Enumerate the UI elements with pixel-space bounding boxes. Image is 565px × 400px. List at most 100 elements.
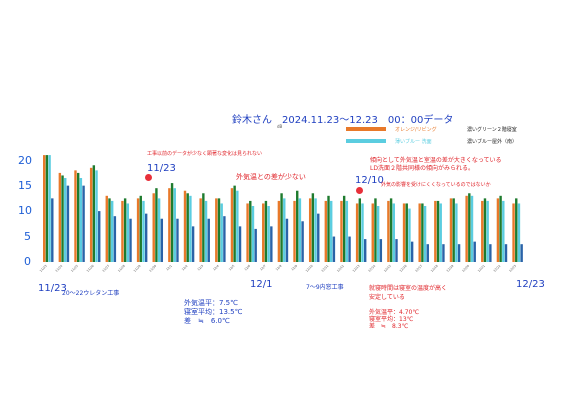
- bar: [298, 198, 302, 262]
- bar: [405, 203, 408, 262]
- x-tick-label: 12/4: [212, 264, 220, 272]
- bar: [199, 198, 202, 262]
- x-tick-label: 12/8: [275, 264, 283, 272]
- bar: [436, 200, 440, 262]
- bar: [468, 193, 471, 262]
- bar: [139, 195, 142, 262]
- bar: [283, 198, 286, 262]
- stats-after-2: 寝室平均：13℃: [369, 316, 414, 323]
- after-note-2: 安定している: [369, 294, 405, 301]
- bar: [61, 175, 64, 262]
- bar: [389, 198, 393, 262]
- bar: [98, 211, 101, 262]
- bar: [395, 239, 398, 262]
- bar: [215, 198, 218, 262]
- bar: [142, 200, 145, 262]
- x-tick-label: 12/10: [305, 264, 314, 273]
- bar: [270, 226, 273, 262]
- bar: [418, 203, 421, 262]
- bar: [191, 226, 195, 262]
- bar: [249, 200, 252, 262]
- bar: [502, 200, 505, 262]
- legend-label-washroom: 薄いブルー 洗面: [395, 139, 432, 145]
- bar: [277, 200, 281, 262]
- bar: [465, 195, 468, 262]
- bar: [379, 239, 383, 262]
- bar: [89, 167, 93, 262]
- legend-label-outdoor: 濃いブルー屋外（南）: [467, 139, 518, 145]
- bar: [317, 213, 320, 262]
- chart-subtitle: dB: [277, 124, 283, 129]
- bar: [280, 193, 283, 262]
- legend-swatch-living: [346, 127, 386, 131]
- bar: [358, 198, 362, 262]
- y-tick-label: 5: [24, 230, 31, 243]
- stats-after-1: 外気温平：4.70℃: [369, 309, 420, 316]
- x-tick-label: 12/13: [352, 264, 361, 273]
- bar: [330, 200, 333, 262]
- bar: [43, 155, 46, 262]
- bar: [238, 226, 242, 262]
- bar: [251, 206, 255, 262]
- bar: [58, 172, 62, 262]
- bar: [517, 203, 521, 262]
- bar: [293, 200, 296, 262]
- x-tick-label: 12/15: [383, 264, 392, 273]
- bar: [434, 200, 437, 262]
- x-tick-label: 12/1: [165, 264, 173, 272]
- x-tick-label: 12/11: [320, 264, 329, 273]
- bar: [220, 203, 223, 262]
- bar: [123, 198, 127, 262]
- bar: [66, 185, 70, 262]
- bar: [152, 193, 155, 262]
- bar: [95, 170, 98, 262]
- note-right-line1: 傾向として外気温と室温の差が大きくなっている: [370, 157, 502, 164]
- bar: [155, 188, 158, 262]
- bar: [483, 198, 487, 262]
- bar: [262, 203, 265, 262]
- legend-label-living: オレンジ/リビング: [395, 127, 437, 133]
- x-tick-label: 12/12: [336, 264, 345, 273]
- bar: [233, 185, 236, 262]
- bar: [92, 165, 96, 262]
- x-tick-label: 12/20: [461, 264, 470, 273]
- bar: [223, 216, 226, 262]
- bar: [64, 178, 67, 262]
- x-tick-label: 11/27: [101, 264, 110, 273]
- x-tick-label: 12/9: [290, 264, 298, 272]
- work-label-window: 7〜9内窓工事: [306, 284, 344, 291]
- note-right-line2: LD洗面２階共同様の傾向がみられる。: [370, 165, 474, 172]
- bar: [129, 218, 132, 262]
- legend-swatch-washroom: [346, 139, 386, 143]
- x-tick-label: 11/28: [117, 264, 126, 273]
- date-label-1123: 11/23: [147, 163, 176, 174]
- bar: [473, 241, 476, 262]
- bar: [327, 195, 330, 262]
- bar: [108, 198, 111, 262]
- bar: [254, 228, 257, 262]
- y-tick-label: 10: [18, 204, 32, 217]
- bar: [285, 218, 289, 262]
- bar: [387, 200, 390, 262]
- bar: [392, 203, 395, 262]
- bar: [361, 203, 364, 262]
- x-tick-label: 11/23: [39, 264, 48, 273]
- bar: [408, 208, 411, 262]
- bar: [457, 244, 461, 262]
- bar: [76, 172, 80, 262]
- x-tick-label: 12/14: [367, 264, 376, 273]
- bar: [515, 198, 518, 262]
- bar: [311, 193, 315, 262]
- stats-before-2: 寝室平均：13.5℃: [184, 308, 243, 316]
- x-tick-label: 12/2: [181, 264, 189, 272]
- x-tick-label: 12/22: [492, 264, 501, 273]
- bar: [345, 200, 349, 262]
- y-tick-label: 0: [24, 255, 31, 268]
- x-tick-label: 12/7: [259, 264, 267, 272]
- bar: [168, 188, 171, 262]
- chart-title: 鈴木さん 2024.11.23〜12.23 00：00データ: [232, 115, 454, 126]
- bar: [455, 203, 458, 262]
- bar: [82, 185, 85, 262]
- y-tick-label: 20: [18, 154, 32, 167]
